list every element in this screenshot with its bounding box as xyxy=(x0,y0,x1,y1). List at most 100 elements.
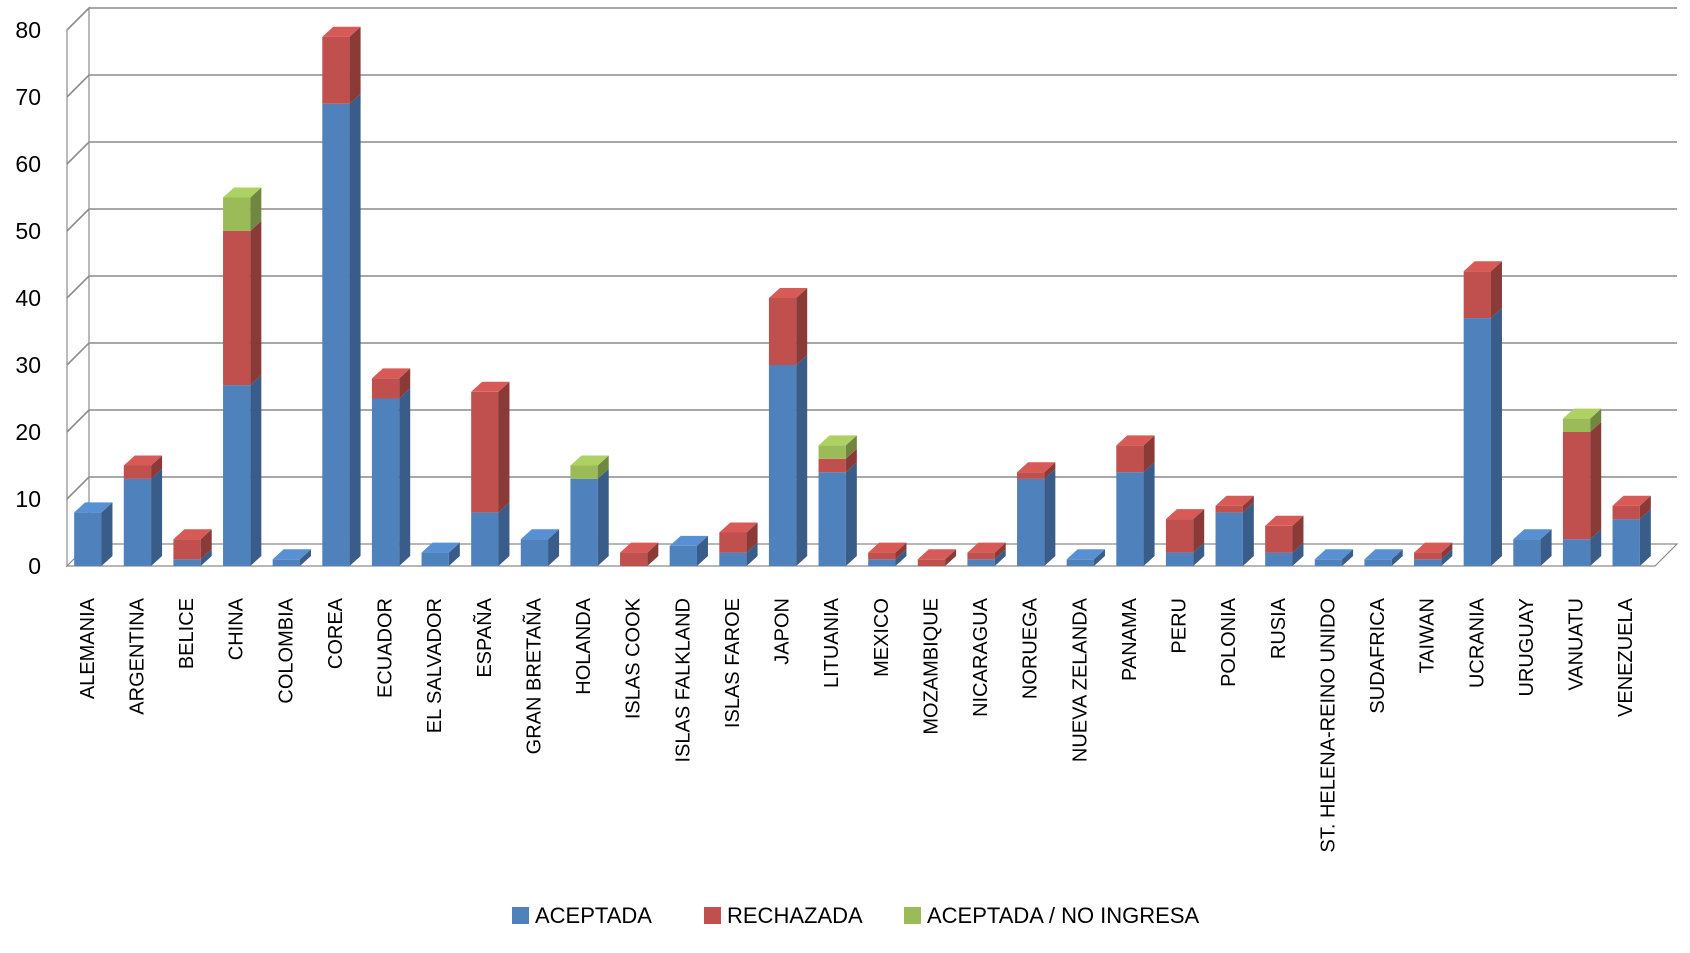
bar-side xyxy=(151,455,163,479)
bar-side xyxy=(101,502,113,566)
x-tick-label: PANAMA xyxy=(1119,597,1141,681)
bar-side xyxy=(1143,435,1155,473)
bar-side xyxy=(498,381,510,513)
bar-side xyxy=(895,542,907,560)
y-tick-label: 0 xyxy=(28,553,41,579)
bar-side xyxy=(1540,529,1552,566)
bar-front xyxy=(173,539,201,560)
bar-top xyxy=(272,549,311,560)
bar-top xyxy=(74,502,113,513)
x-tick-label: ECUADOR xyxy=(375,598,397,698)
bar-side xyxy=(796,288,808,365)
bar-side xyxy=(1639,495,1651,520)
y-tick-label: 70 xyxy=(15,84,41,110)
bar-segment xyxy=(1562,422,1602,540)
legend: ACEPTADA RECHAZADA ACEPTADA / NO INGRESA xyxy=(512,903,1200,928)
bar-top xyxy=(322,26,361,37)
x-tick-label: NUEVA ZELANDA xyxy=(1069,597,1091,762)
bar-top xyxy=(123,455,163,466)
y-tick-label: 20 xyxy=(15,419,41,445)
bar-front xyxy=(1165,552,1194,566)
bar-front xyxy=(570,465,598,479)
bar-segment xyxy=(223,221,262,386)
bar-side xyxy=(250,375,262,566)
legend-swatch xyxy=(704,907,721,924)
bar-side xyxy=(845,462,857,566)
bar-side xyxy=(1590,422,1602,540)
bar-front xyxy=(223,231,251,386)
bar-front xyxy=(471,512,499,566)
x-tick-label: UCRANIA xyxy=(1466,597,1488,688)
bar-side xyxy=(1639,509,1651,566)
bar-segment xyxy=(570,468,609,566)
x-tick-label: ARGENTINA xyxy=(126,597,148,714)
bar-side xyxy=(994,542,1006,560)
bar-front xyxy=(1612,505,1640,520)
bar-side xyxy=(1590,529,1602,566)
bar-side xyxy=(1044,468,1056,566)
x-tick-label: PERU xyxy=(1169,598,1191,654)
gridline xyxy=(66,74,1677,98)
bar-side xyxy=(399,368,411,399)
x-tick-label: ISLAS FALKLAND xyxy=(672,598,694,763)
bar-top xyxy=(520,529,560,540)
bar-segment xyxy=(123,468,163,566)
y-tick-label: 60 xyxy=(15,151,41,177)
bar-side xyxy=(448,542,460,566)
bar-front xyxy=(471,391,499,513)
bar-side xyxy=(1342,549,1354,566)
bar-front xyxy=(1017,478,1045,566)
bar-segment xyxy=(1265,542,1304,566)
bar-top xyxy=(421,542,460,553)
bar-side xyxy=(994,549,1006,566)
bar-side xyxy=(1093,549,1105,566)
bar-segment xyxy=(223,375,262,566)
bar-front xyxy=(570,478,598,566)
bar-front xyxy=(768,365,797,566)
bar-side xyxy=(1242,502,1254,566)
bar-side xyxy=(1292,515,1304,553)
bar-segment xyxy=(1215,495,1254,513)
bar-top xyxy=(1463,261,1502,272)
bar-top xyxy=(1314,549,1354,560)
bar-front xyxy=(1314,559,1343,566)
bar-segment xyxy=(917,549,957,566)
bar-front xyxy=(818,472,846,566)
bar-front xyxy=(1066,559,1094,566)
bar-front xyxy=(1414,559,1442,566)
bar-top xyxy=(471,381,510,392)
bar-segment xyxy=(1414,549,1453,566)
legend-item: ACEPTADA xyxy=(512,903,652,928)
bar-front xyxy=(768,298,797,365)
bar-front xyxy=(223,197,251,231)
legend-label: ACEPTADA / NO INGRESA xyxy=(927,903,1200,928)
bar-segment xyxy=(1414,542,1453,560)
bar-front xyxy=(173,559,201,566)
bar-segment xyxy=(1066,549,1105,566)
bar-segment xyxy=(173,549,212,566)
bar-side xyxy=(1044,462,1056,479)
bar-segment xyxy=(1513,529,1552,566)
bar-segment xyxy=(421,542,460,566)
x-tick-label: URUGUAY xyxy=(1516,598,1538,697)
bar-front xyxy=(967,559,995,566)
bar-side xyxy=(696,535,708,566)
bar-segment xyxy=(570,455,609,479)
bar-front xyxy=(1364,559,1392,566)
bar-front xyxy=(1116,445,1144,473)
bar-segment xyxy=(173,529,212,560)
gridline xyxy=(66,476,1677,500)
gridline xyxy=(66,141,1677,165)
bar-segment xyxy=(768,288,808,365)
bar-segment xyxy=(967,549,1006,566)
bar-top xyxy=(768,288,808,298)
bar-side xyxy=(548,529,560,566)
bar-front xyxy=(1265,525,1293,553)
bar-side xyxy=(1590,408,1602,432)
x-tick-label: ISLAS FAROE xyxy=(722,598,744,728)
x-tick-label: COREA xyxy=(325,597,347,669)
bar-segment xyxy=(967,542,1006,560)
bar-top xyxy=(371,368,411,379)
x-tick-label: RUSIA xyxy=(1268,597,1290,659)
